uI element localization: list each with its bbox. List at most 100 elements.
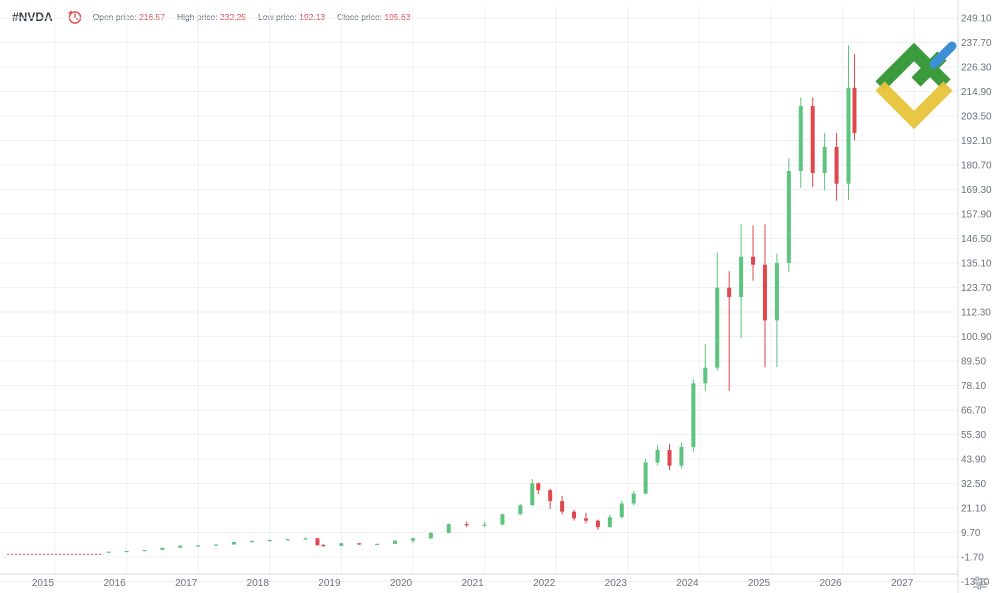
candle — [214, 544, 219, 546]
candle-body — [315, 538, 320, 546]
high-price-value: 232.25 — [220, 12, 247, 22]
y-tick-label: 192.10 — [961, 136, 992, 147]
candle — [321, 543, 326, 547]
y-tick-label: 203.50 — [961, 112, 992, 123]
candle — [196, 544, 201, 547]
y-tick-label: 169.30 — [961, 185, 992, 196]
candle-body — [786, 171, 791, 263]
candle — [619, 500, 624, 519]
candle-body — [739, 256, 744, 297]
candle — [852, 54, 857, 141]
candle-body — [321, 545, 326, 547]
candle — [500, 513, 505, 526]
candle-body — [810, 106, 815, 173]
candle-body — [655, 449, 660, 463]
y-tick-label: 180.70 — [961, 161, 992, 172]
candle-body — [548, 490, 553, 502]
y-tick-label: 157.90 — [961, 210, 992, 221]
candle-body — [267, 540, 272, 542]
candle-body — [231, 541, 236, 545]
candle-body — [762, 264, 767, 321]
candle — [774, 253, 779, 368]
chart-grid — [0, 0, 959, 593]
candle-body — [196, 545, 201, 547]
y-tick-label: 249.10 — [961, 14, 992, 25]
candle — [536, 482, 541, 495]
y-axis: 249.10 237.70 226.30 214.90 203.50 192.10 180.… — [961, 14, 992, 589]
settings-sliders-icon[interactable] — [972, 576, 988, 590]
x-axis: 2015 2016 2017 2018 2019 2020 2021 2022 2023 2024… — [32, 578, 914, 589]
y-tick-label: -1.70 — [961, 553, 984, 564]
candle — [375, 543, 380, 546]
y-tick-label: 135.10 — [961, 259, 992, 270]
high-price: High price: 232.25 — [177, 12, 246, 22]
candle — [178, 545, 183, 548]
open-price: Open price: 216.57 — [93, 12, 165, 22]
chart-header: #NVDA Open price: 216.57 High price: 232… — [12, 8, 422, 26]
candle — [339, 542, 344, 547]
x-tick-label: 2027 — [891, 578, 914, 589]
candle — [667, 443, 672, 470]
x-tick-label: 2019 — [318, 578, 341, 589]
close-price-label: Close price: — [337, 12, 383, 22]
y-tick-label: 43.90 — [961, 455, 986, 466]
candle — [762, 224, 767, 368]
candle-body — [303, 538, 308, 540]
candle — [643, 458, 648, 495]
open-price-value: 216.57 — [139, 12, 166, 22]
x-tick-label: 2026 — [819, 578, 842, 589]
candle-body — [595, 520, 600, 528]
candle — [739, 224, 744, 339]
candle-body — [339, 543, 344, 546]
candle — [655, 445, 660, 466]
y-tick-label: 89.50 — [961, 357, 986, 368]
candle-body — [446, 524, 451, 533]
candle — [572, 509, 577, 521]
candle — [464, 521, 469, 528]
candle — [530, 478, 535, 506]
candle-body — [285, 539, 290, 541]
x-tick-label: 2021 — [461, 578, 484, 589]
candle-body — [703, 367, 708, 384]
candle — [595, 519, 600, 530]
x-tick-label: 2015 — [32, 578, 55, 589]
candle-body — [530, 483, 535, 506]
candle — [106, 551, 111, 553]
candle-body — [482, 524, 487, 526]
close-price: Close price: 195.63 — [337, 12, 410, 22]
candle — [679, 442, 684, 469]
candle — [822, 132, 827, 191]
candle — [249, 540, 254, 543]
candle — [267, 539, 272, 542]
candle-body — [822, 146, 827, 173]
y-tick-label: 100.90 — [961, 332, 992, 343]
x-tick-label: 2018 — [247, 578, 270, 589]
candle-body — [631, 493, 636, 504]
y-tick-label: 226.30 — [961, 63, 992, 74]
candle-body — [357, 543, 362, 545]
candle-body — [178, 545, 183, 548]
candle — [798, 97, 803, 188]
x-tick-label: 2023 — [605, 578, 628, 589]
y-tick-label: 146.50 — [961, 234, 992, 245]
x-tick-label: 2024 — [676, 578, 699, 589]
y-tick-label: 112.30 — [961, 308, 991, 319]
candle-body — [249, 540, 254, 543]
candle-body — [727, 287, 732, 297]
candle-body — [142, 549, 147, 552]
candle — [691, 379, 696, 452]
candle — [834, 132, 839, 201]
candle — [446, 523, 451, 534]
candle — [560, 495, 565, 515]
candle-body — [774, 263, 779, 321]
candle — [160, 547, 165, 551]
candle-body — [852, 87, 857, 133]
y-tick-label: 66.70 — [961, 406, 986, 417]
candle — [393, 540, 398, 545]
candle-body — [619, 503, 624, 518]
candle-body — [643, 462, 648, 494]
y-tick-label: 78.10 — [961, 381, 986, 392]
candle — [583, 512, 588, 524]
candle-body — [715, 287, 720, 368]
